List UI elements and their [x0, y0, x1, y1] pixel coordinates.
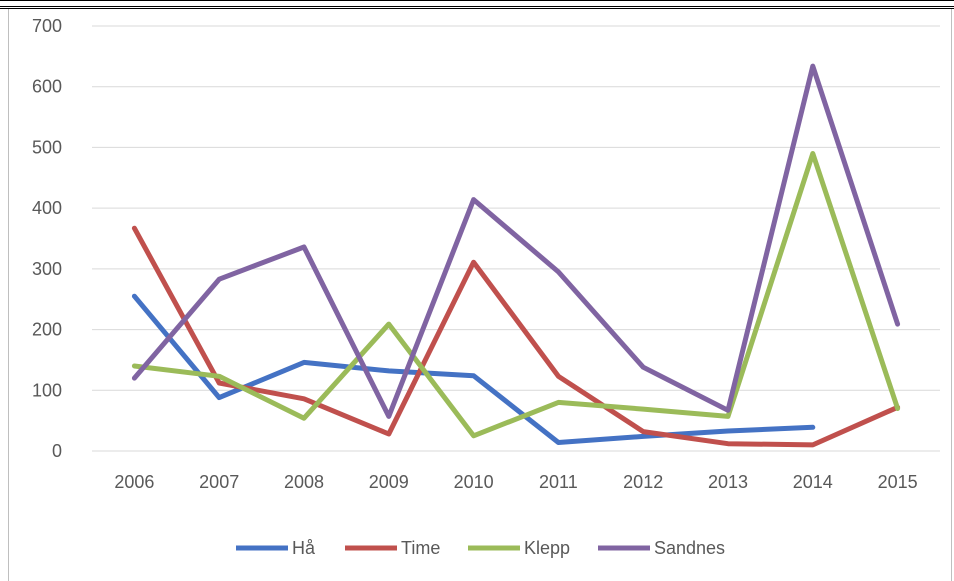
legend-label-sandnes: Sandnes: [654, 538, 725, 558]
x-tick-label: 2011: [539, 472, 578, 492]
series-line-hå: [131, 293, 816, 445]
series-line-klepp: [131, 151, 901, 439]
legend-label-klepp: Klepp: [524, 538, 570, 558]
x-tick-label: 2012: [623, 472, 663, 492]
frame-top-double-rule: [0, 0, 954, 7]
legend: Hå Time Klepp Sandnes: [236, 538, 725, 558]
y-tick-label: 700: [32, 16, 62, 36]
x-tick-label: 2007: [199, 472, 239, 492]
y-tick-label: 0: [52, 441, 62, 461]
y-tick-label: 500: [32, 137, 62, 157]
y-tick-label: 400: [32, 198, 62, 218]
y-tick-label: 200: [32, 320, 62, 340]
x-tick-label: 2009: [369, 472, 409, 492]
y-tick-label: 100: [32, 380, 62, 400]
x-tick-label: 2015: [878, 472, 918, 492]
frame-left-border: [8, 9, 9, 581]
x-tick-label: 2010: [454, 472, 494, 492]
frame-top-border: [0, 0, 954, 9]
x-axis-tick-labels: 2006 2007 2008 2009 2010 2011 2012 2013 2014 2015: [114, 472, 917, 492]
legend-label-time: Time: [401, 538, 440, 558]
x-tick-label: 2014: [793, 472, 833, 492]
x-tick-label: 2006: [114, 472, 154, 492]
x-tick-label: 2013: [708, 472, 748, 492]
y-axis-tick-labels: 0 100 200 300 400 500 600 700: [32, 16, 62, 461]
legend-label-hå: Hå: [292, 538, 316, 558]
y-tick-label: 300: [32, 259, 62, 279]
y-tick-label: 600: [32, 77, 62, 97]
x-tick-label: 2008: [284, 472, 324, 492]
series-lines: [131, 63, 901, 448]
series-line-sandnes: [131, 63, 901, 419]
series-line-time: [131, 225, 901, 448]
frame-right-border: [951, 9, 952, 581]
